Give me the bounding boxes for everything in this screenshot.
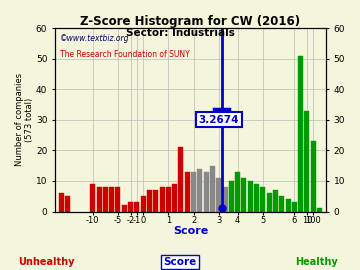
Bar <box>96 187 102 211</box>
Bar <box>185 172 190 211</box>
Bar <box>159 187 165 211</box>
Bar <box>191 172 196 211</box>
Text: Unhealthy: Unhealthy <box>19 256 75 266</box>
Y-axis label: Number of companies
(573 total): Number of companies (573 total) <box>15 73 35 166</box>
Bar <box>229 181 234 211</box>
Bar <box>141 196 146 211</box>
Bar <box>242 178 247 211</box>
Bar <box>298 56 303 211</box>
Bar <box>311 141 316 211</box>
Bar <box>128 202 133 211</box>
Bar <box>172 184 177 211</box>
Bar <box>292 202 297 211</box>
Bar <box>166 187 171 211</box>
Bar <box>103 187 108 211</box>
Bar <box>179 147 184 211</box>
Bar <box>65 196 70 211</box>
Bar <box>122 205 127 211</box>
Bar <box>260 187 265 211</box>
Bar <box>273 190 278 211</box>
Text: Sector: Industrials: Sector: Industrials <box>126 28 234 38</box>
Bar <box>210 166 215 211</box>
Bar <box>90 184 95 211</box>
Text: 3.2674: 3.2674 <box>198 115 239 125</box>
Bar <box>317 208 322 211</box>
Bar <box>147 190 152 211</box>
Bar <box>267 193 272 211</box>
Bar <box>248 181 253 211</box>
Bar <box>116 187 121 211</box>
Bar <box>109 187 114 211</box>
Bar <box>285 199 291 211</box>
X-axis label: Score: Score <box>173 226 208 236</box>
Bar <box>222 187 228 211</box>
Bar <box>197 169 202 211</box>
Bar <box>279 196 284 211</box>
Bar <box>254 184 259 211</box>
Bar <box>305 111 310 211</box>
Bar <box>59 193 64 211</box>
Text: ©www.textbiz.org: ©www.textbiz.org <box>60 33 130 42</box>
Title: Z-Score Histogram for CW (2016): Z-Score Histogram for CW (2016) <box>80 15 301 28</box>
Bar <box>235 172 240 211</box>
Text: Healthy: Healthy <box>296 256 338 266</box>
Bar <box>153 190 158 211</box>
Bar <box>134 202 139 211</box>
Text: Score: Score <box>163 256 197 266</box>
Bar <box>216 178 221 211</box>
Text: The Research Foundation of SUNY: The Research Foundation of SUNY <box>60 50 190 59</box>
Bar <box>204 172 209 211</box>
